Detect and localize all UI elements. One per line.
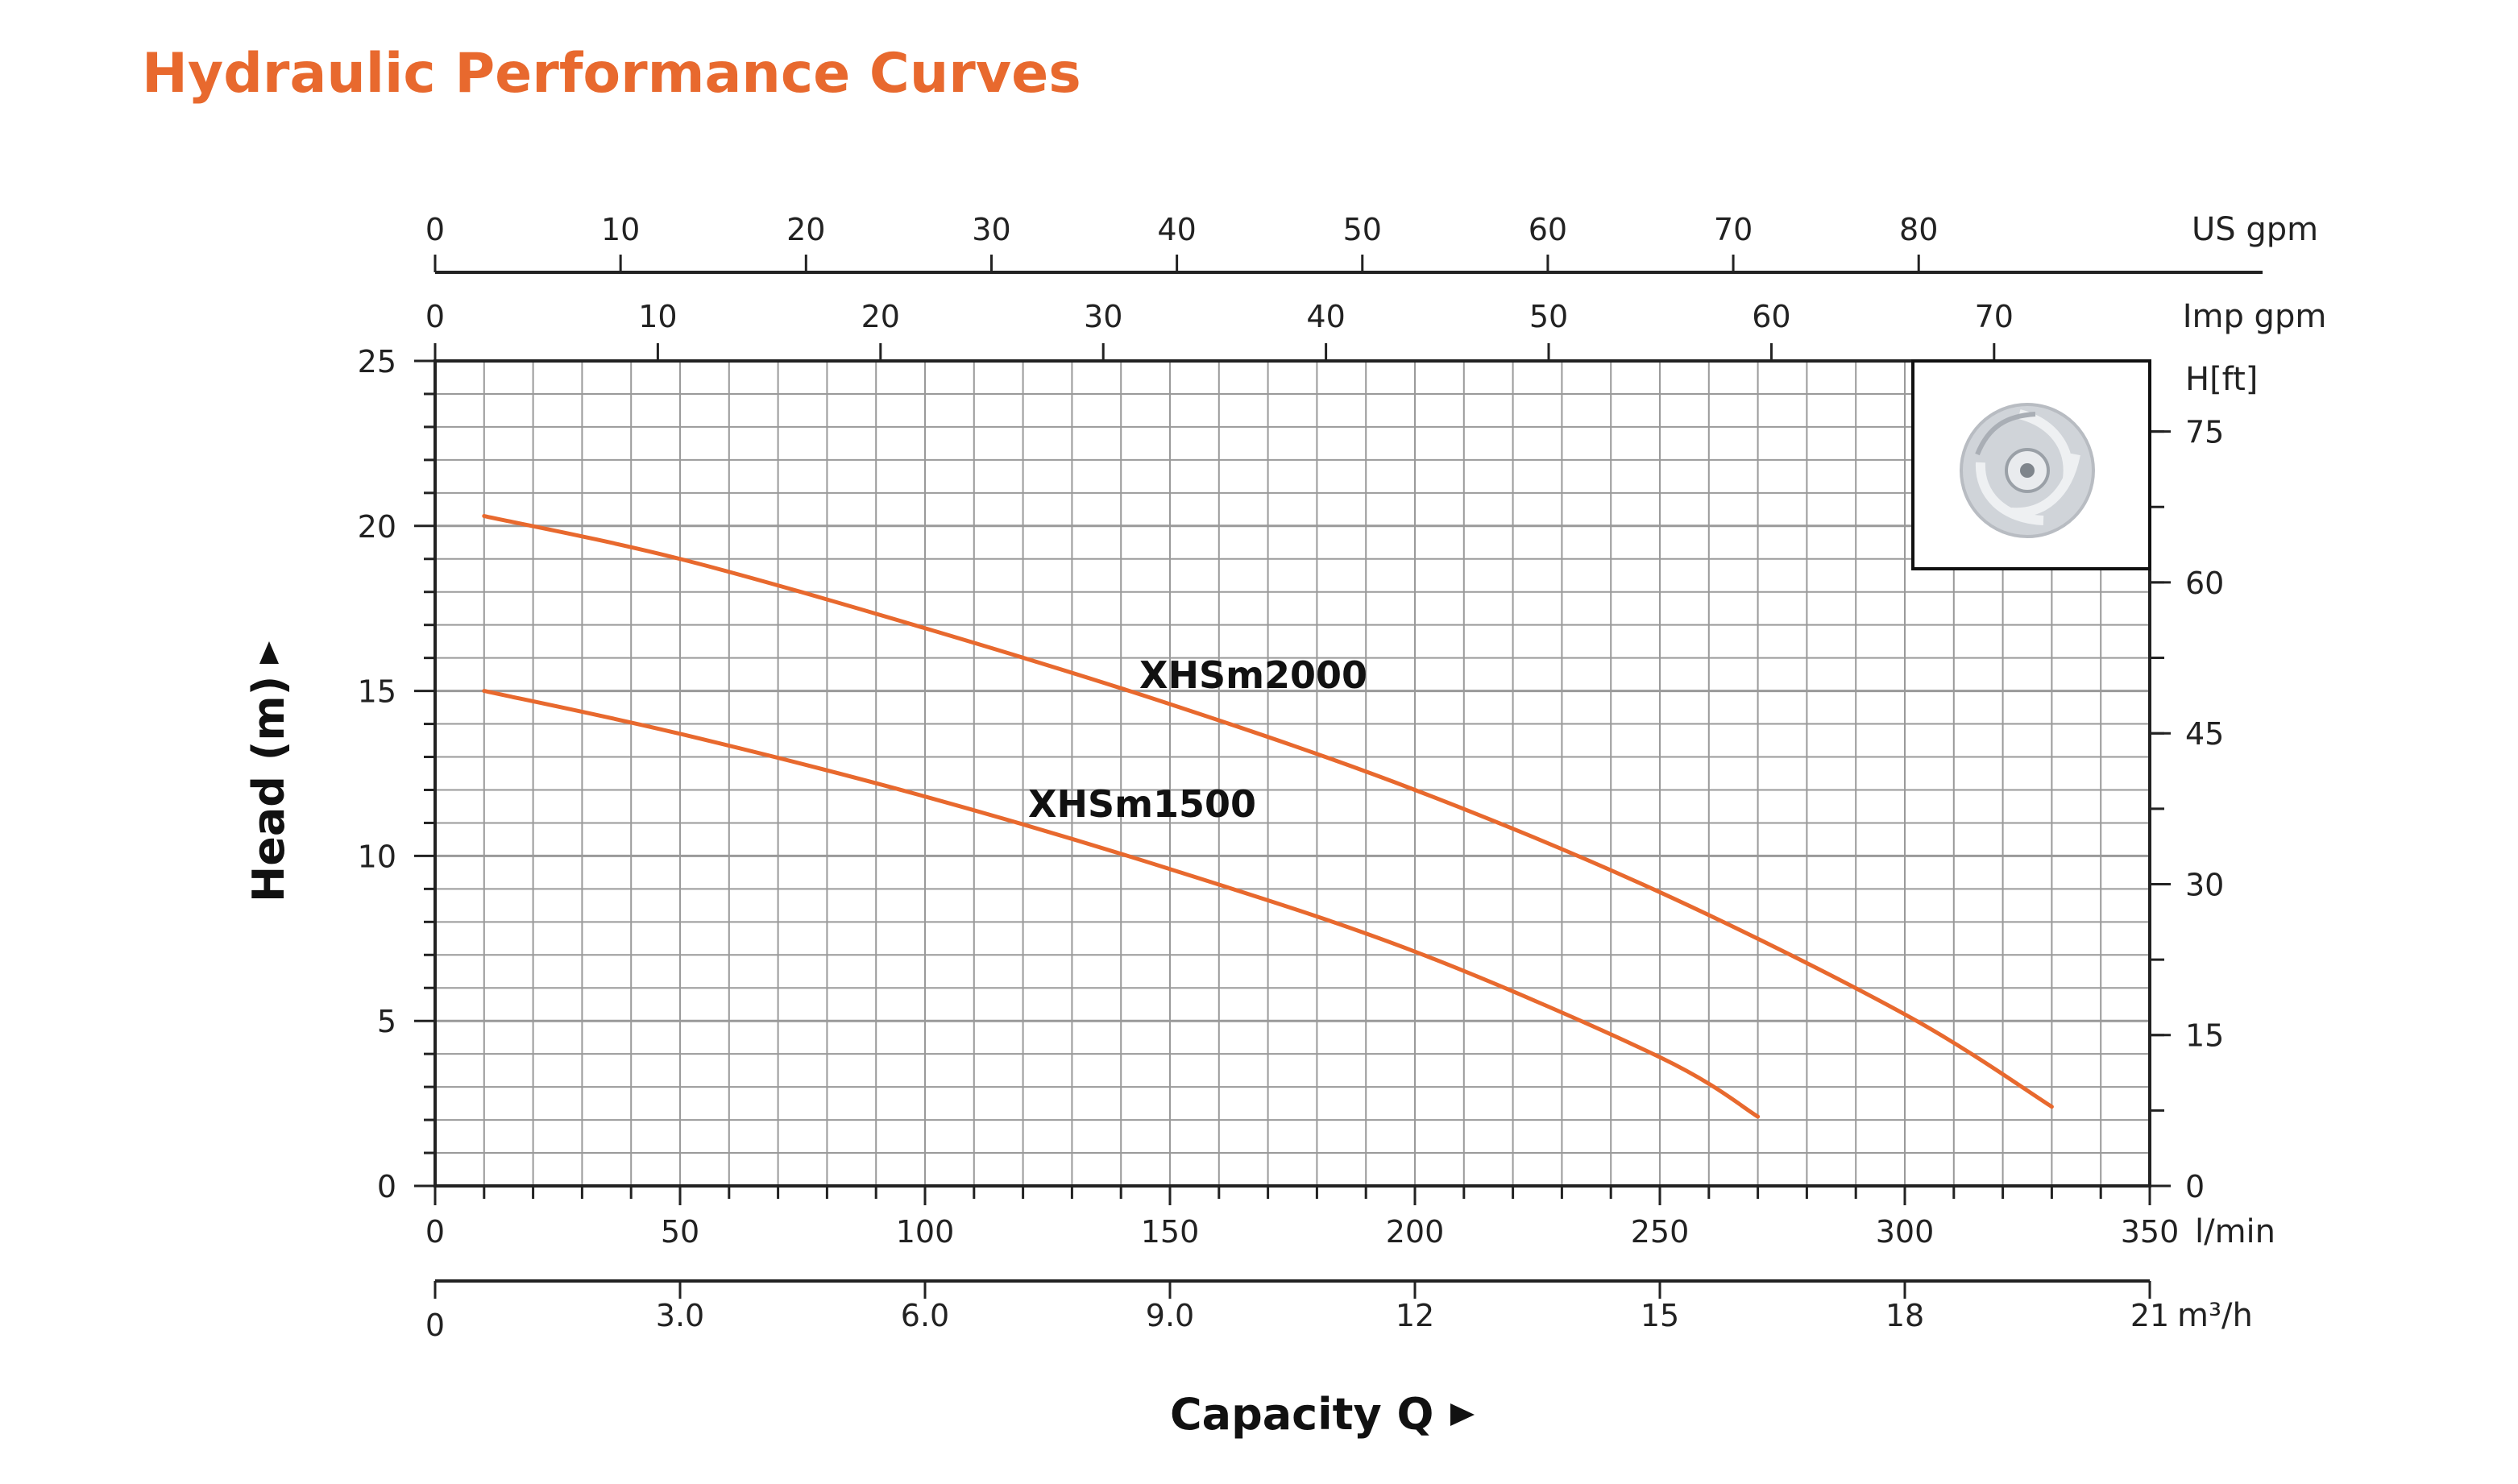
ft-unit-label: H[ft] <box>2185 361 2258 398</box>
ft-tick-label: 45 <box>2185 716 2224 752</box>
x-tick-label: 200 <box>1386 1214 1445 1250</box>
us-gpm-tick-label: 40 <box>1157 212 1196 247</box>
us-gpm-tick-label: 50 <box>1343 212 1382 247</box>
us-gpm-tick-label: 0 <box>425 212 445 247</box>
us-gpm-tick-label: 70 <box>1714 212 1753 247</box>
imp-gpm-unit-label: Imp gpm <box>2183 298 2327 335</box>
m3h-tick-label: 15 <box>1641 1298 1679 1333</box>
x-tick-label: 100 <box>896 1214 955 1250</box>
impeller-icon <box>1960 403 2095 538</box>
ft-tick-label: 15 <box>2185 1018 2224 1054</box>
m3h-tick-label: 9.0 <box>1146 1298 1194 1333</box>
x-tick-label: 0 <box>425 1214 445 1250</box>
x-tick-label: 350 <box>2121 1214 2180 1250</box>
us-gpm-tick-label: 80 <box>1899 212 1938 247</box>
x-tick-label: 150 <box>1141 1214 1200 1250</box>
y-tick-label: 20 <box>358 509 396 545</box>
y-axis-arrow-icon <box>259 641 279 664</box>
y-tick-label: 10 <box>358 839 396 874</box>
ft-tick-label: 30 <box>2185 867 2224 902</box>
chart-grid <box>435 361 2150 1186</box>
chart-series <box>482 514 2054 1119</box>
ft-tick-label: 0 <box>2185 1169 2205 1204</box>
us-gpm-unit-label: US gpm <box>2192 211 2318 248</box>
x-tick-label: 300 <box>1876 1214 1935 1250</box>
y-tick-label: 0 <box>377 1169 396 1204</box>
series-line-xhsm1500 <box>482 689 1761 1119</box>
m3h-tick-label: 3.0 <box>656 1298 704 1333</box>
m3h-tick-label: 12 <box>1396 1298 1434 1333</box>
x-axis-arrow-icon <box>1450 1403 1475 1426</box>
chart-axes <box>414 255 2263 1299</box>
ft-tick-label: 60 <box>2185 566 2224 601</box>
y-axis-title: Head (m) <box>243 676 294 902</box>
series-label-xhsm1500: XHSm1500 <box>1028 782 1256 826</box>
y-tick-label: 5 <box>377 1004 396 1039</box>
m3h-tick-label: 18 <box>1885 1298 1924 1333</box>
m3h-tick-label: 6.0 <box>901 1298 949 1333</box>
page-title: Hydraulic Performance Curves <box>142 42 1081 106</box>
imp-gpm-tick-label: 20 <box>861 299 900 334</box>
m3h-tick-label: 21 <box>2130 1298 2169 1333</box>
x-axis-title: Capacity Q <box>1170 1389 1433 1440</box>
imp-gpm-tick-label: 30 <box>1084 299 1122 334</box>
us-gpm-tick-label: 30 <box>972 212 1010 247</box>
imp-gpm-tick-label: 60 <box>1752 299 1790 334</box>
us-gpm-tick-label: 20 <box>786 212 825 247</box>
impeller-inset <box>1911 359 2151 570</box>
imp-gpm-tick-label: 0 <box>425 299 445 334</box>
y-tick-label: 15 <box>358 674 396 710</box>
imp-gpm-tick-label: 50 <box>1529 299 1568 334</box>
x-tick-label: 250 <box>1631 1214 1690 1250</box>
m3h-tick-label: 0 <box>425 1308 445 1343</box>
us-gpm-tick-label: 60 <box>1529 212 1567 247</box>
y-tick-label: 25 <box>358 344 396 379</box>
us-gpm-tick-label: 10 <box>601 212 640 247</box>
ft-tick-label: 75 <box>2185 415 2224 450</box>
imp-gpm-tick-label: 70 <box>1975 299 2014 334</box>
series-line-xhsm2000 <box>482 514 2054 1109</box>
x-tick-label: 50 <box>661 1214 699 1250</box>
x-unit-label: l/min <box>2195 1213 2275 1250</box>
m3h-unit-label: m³/h <box>2177 1297 2253 1334</box>
imp-gpm-tick-label: 40 <box>1306 299 1345 334</box>
imp-gpm-tick-label: 10 <box>638 299 677 334</box>
series-label-xhsm2000: XHSm2000 <box>1139 653 1367 697</box>
